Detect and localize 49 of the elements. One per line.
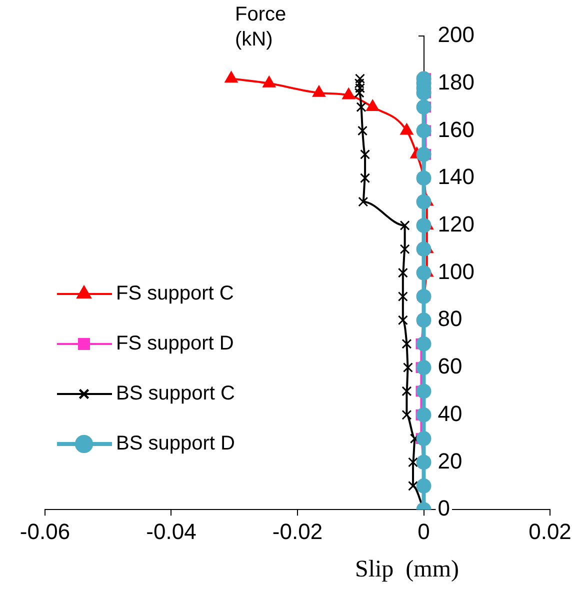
- y-tick-label: 20: [438, 448, 462, 474]
- point: [416, 100, 432, 115]
- point: [416, 360, 432, 376]
- point: [416, 336, 432, 352]
- y-tick-label: 200: [438, 22, 474, 48]
- point: [416, 123, 432, 138]
- point: [416, 218, 432, 233]
- point: [400, 220, 410, 230]
- point: [398, 315, 408, 326]
- y-tick-label: 160: [438, 116, 474, 142]
- x-tick-label: 0.02: [528, 518, 572, 544]
- point: [400, 244, 410, 254]
- y-tick-label: 60: [438, 354, 462, 379]
- point: [358, 196, 368, 207]
- legend-label: BS support D: [116, 432, 235, 455]
- legend-label: BS support C: [116, 382, 235, 405]
- point: [366, 100, 380, 112]
- x-tick-label: -0.06: [20, 518, 70, 544]
- point: [416, 431, 432, 446]
- y-tick-label: 120: [438, 212, 474, 237]
- x-tick-label: -0.04: [146, 518, 196, 544]
- point: [408, 457, 418, 468]
- point: [408, 480, 418, 491]
- x-tick-label: -0.02: [272, 518, 323, 544]
- point: [402, 410, 412, 420]
- x-axis-title: Slip (mm): [354, 556, 460, 582]
- y-tick-label: 180: [438, 69, 474, 94]
- legend-label: FS support C: [116, 282, 234, 305]
- point: [360, 149, 370, 160]
- y-tick-label: 0: [438, 496, 450, 521]
- legend-label: FS support D: [116, 332, 234, 355]
- point: [402, 362, 413, 373]
- point: [416, 384, 432, 399]
- point: [358, 126, 368, 136]
- y-tick-label: 40: [438, 400, 462, 426]
- y-axis-title: Force (kN): [235, 4, 286, 51]
- point: [416, 288, 432, 304]
- y-tick-label: 140: [438, 164, 474, 190]
- point: [416, 146, 432, 162]
- point: [398, 291, 408, 302]
- x-tick-label: 0: [418, 518, 430, 544]
- y-tick-label: 80: [438, 306, 462, 332]
- point: [416, 407, 432, 422]
- y-tick-label: 100: [438, 258, 474, 284]
- point: [356, 102, 366, 112]
- point: [402, 338, 412, 349]
- point: [398, 268, 408, 278]
- point: [402, 386, 412, 396]
- point: [360, 173, 370, 184]
